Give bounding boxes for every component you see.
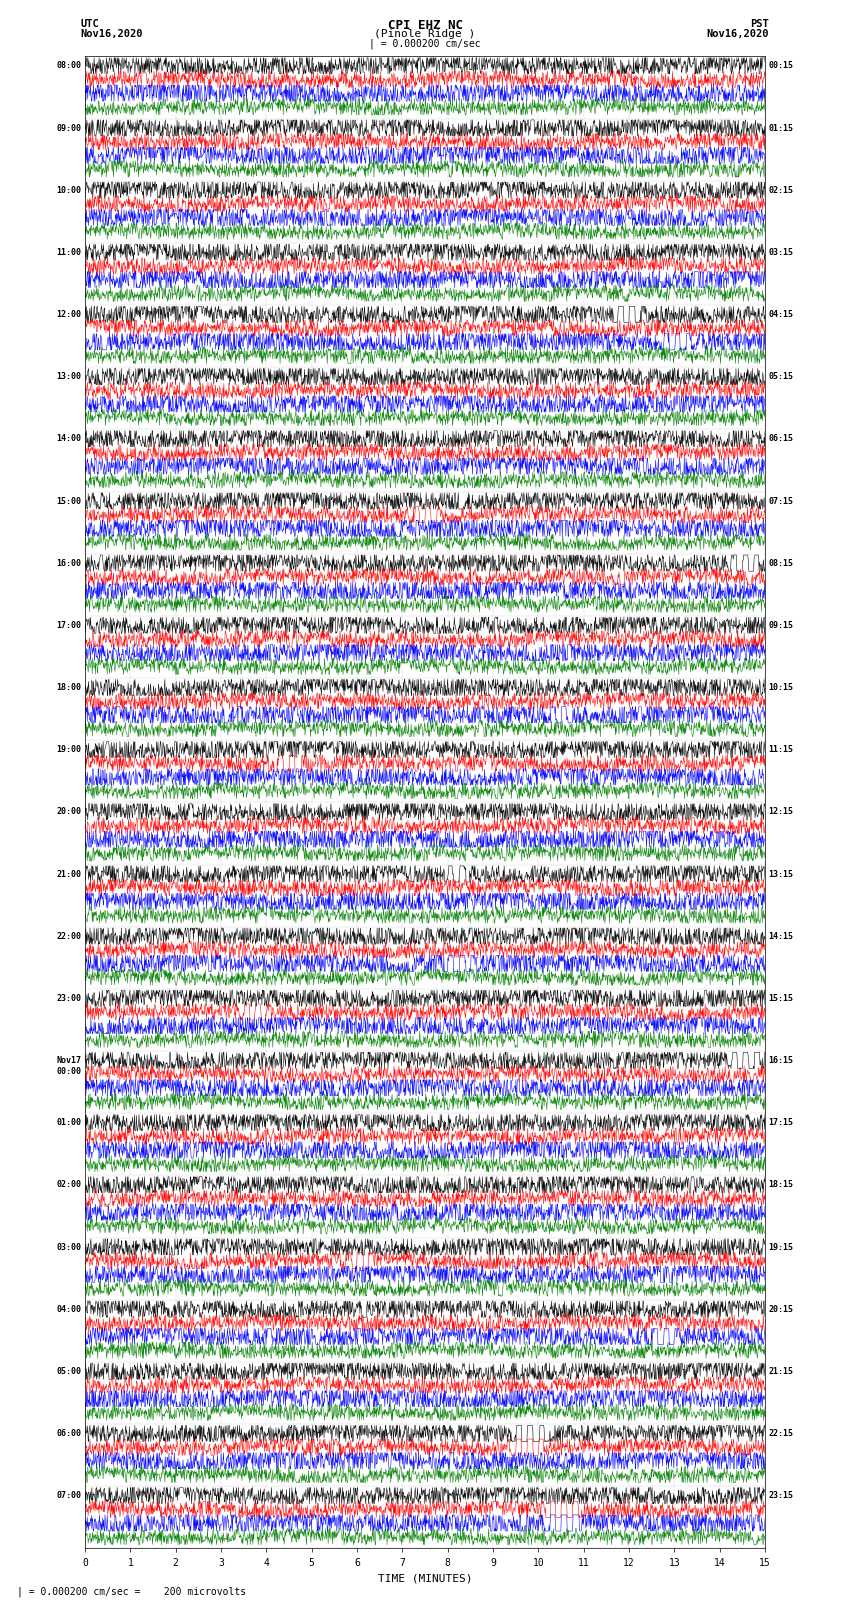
Text: 08:00: 08:00	[57, 61, 82, 71]
Text: 15:00: 15:00	[57, 497, 82, 505]
Text: 09:15: 09:15	[768, 621, 793, 631]
Text: 07:00: 07:00	[57, 1492, 82, 1500]
Text: 14:15: 14:15	[768, 932, 793, 940]
Text: | = 0.000200 cm/sec =    200 microvolts: | = 0.000200 cm/sec = 200 microvolts	[17, 1586, 246, 1597]
Text: UTC: UTC	[81, 19, 99, 29]
Text: 11:00: 11:00	[57, 248, 82, 256]
Text: 20:00: 20:00	[57, 808, 82, 816]
Text: 10:15: 10:15	[768, 684, 793, 692]
Text: 23:15: 23:15	[768, 1492, 793, 1500]
Text: 12:00: 12:00	[57, 310, 82, 319]
Text: 04:15: 04:15	[768, 310, 793, 319]
Text: 17:15: 17:15	[768, 1118, 793, 1127]
Text: 09:00: 09:00	[57, 124, 82, 132]
X-axis label: TIME (MINUTES): TIME (MINUTES)	[377, 1573, 473, 1582]
Text: 02:00: 02:00	[57, 1181, 82, 1189]
Text: 00:15: 00:15	[768, 61, 793, 71]
Text: 21:00: 21:00	[57, 869, 82, 879]
Text: 19:15: 19:15	[768, 1242, 793, 1252]
Text: Nov17
00:00: Nov17 00:00	[57, 1057, 82, 1076]
Text: 08:15: 08:15	[768, 558, 793, 568]
Text: (Pinole Ridge ): (Pinole Ridge )	[374, 29, 476, 39]
Text: 03:15: 03:15	[768, 248, 793, 256]
Text: 14:00: 14:00	[57, 434, 82, 444]
Text: 05:00: 05:00	[57, 1366, 82, 1376]
Text: 20:15: 20:15	[768, 1305, 793, 1313]
Text: 17:00: 17:00	[57, 621, 82, 631]
Text: 21:15: 21:15	[768, 1366, 793, 1376]
Text: 13:00: 13:00	[57, 373, 82, 381]
Text: 06:00: 06:00	[57, 1429, 82, 1439]
Text: Nov16,2020: Nov16,2020	[81, 29, 144, 39]
Text: | = 0.000200 cm/sec: | = 0.000200 cm/sec	[369, 39, 481, 50]
Text: Nov16,2020: Nov16,2020	[706, 29, 769, 39]
Text: 22:15: 22:15	[768, 1429, 793, 1439]
Text: 16:15: 16:15	[768, 1057, 793, 1065]
Text: 06:15: 06:15	[768, 434, 793, 444]
Text: 22:00: 22:00	[57, 932, 82, 940]
Text: 11:15: 11:15	[768, 745, 793, 755]
Text: 05:15: 05:15	[768, 373, 793, 381]
Text: PST: PST	[751, 19, 769, 29]
Text: 23:00: 23:00	[57, 994, 82, 1003]
Text: 12:15: 12:15	[768, 808, 793, 816]
Text: 07:15: 07:15	[768, 497, 793, 505]
Text: 19:00: 19:00	[57, 745, 82, 755]
Text: 04:00: 04:00	[57, 1305, 82, 1313]
Text: 16:00: 16:00	[57, 558, 82, 568]
Text: 03:00: 03:00	[57, 1242, 82, 1252]
Text: 18:15: 18:15	[768, 1181, 793, 1189]
Text: 01:15: 01:15	[768, 124, 793, 132]
Text: CPI EHZ NC: CPI EHZ NC	[388, 19, 462, 32]
Text: 18:00: 18:00	[57, 684, 82, 692]
Text: 01:00: 01:00	[57, 1118, 82, 1127]
Text: 02:15: 02:15	[768, 185, 793, 195]
Text: 10:00: 10:00	[57, 185, 82, 195]
Text: 13:15: 13:15	[768, 869, 793, 879]
Text: 15:15: 15:15	[768, 994, 793, 1003]
